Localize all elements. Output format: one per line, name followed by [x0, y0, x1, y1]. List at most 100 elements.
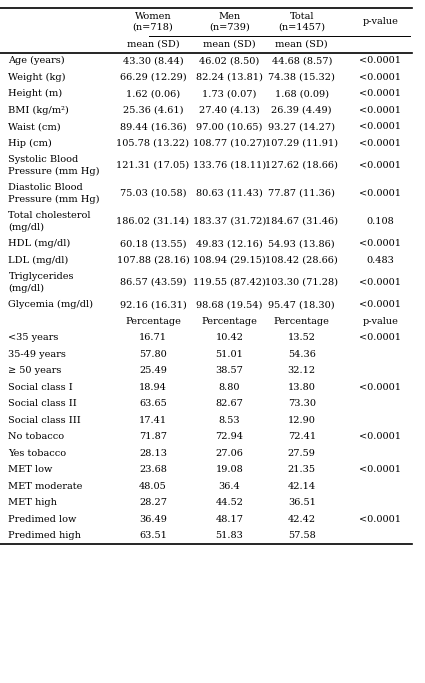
- Text: 43.30 (8.44): 43.30 (8.44): [123, 56, 183, 66]
- Text: 26.39 (4.49): 26.39 (4.49): [272, 106, 332, 115]
- Text: <0.0001: <0.0001: [360, 161, 401, 170]
- Text: 183.37 (31.72): 183.37 (31.72): [193, 217, 266, 226]
- Text: p-value: p-value: [363, 18, 398, 27]
- Text: 93.27 (14.27): 93.27 (14.27): [268, 122, 335, 131]
- Text: 108.42 (28.66): 108.42 (28.66): [265, 255, 338, 265]
- Text: 12.90: 12.90: [288, 416, 316, 425]
- Text: Social class I: Social class I: [8, 382, 73, 392]
- Text: <0.0001: <0.0001: [360, 73, 401, 82]
- Text: Predimed low: Predimed low: [8, 515, 77, 524]
- Text: 13.52: 13.52: [288, 333, 316, 342]
- Text: Social class II: Social class II: [8, 400, 77, 408]
- Text: Diastolic Blood: Diastolic Blood: [8, 183, 83, 192]
- Text: 108.77 (10.27): 108.77 (10.27): [193, 139, 266, 148]
- Text: 127.62 (18.66): 127.62 (18.66): [265, 161, 338, 170]
- Text: <0.0001: <0.0001: [360, 106, 401, 115]
- Text: 1.73 (0.07): 1.73 (0.07): [202, 89, 257, 98]
- Text: No tobacco: No tobacco: [8, 432, 65, 441]
- Text: 36.51: 36.51: [288, 499, 316, 507]
- Text: 28.27: 28.27: [139, 499, 167, 507]
- Text: 51.83: 51.83: [215, 531, 244, 540]
- Text: 57.58: 57.58: [288, 531, 316, 540]
- Text: Waist (cm): Waist (cm): [8, 122, 61, 131]
- Text: Percentage: Percentage: [201, 317, 258, 326]
- Text: 54.36: 54.36: [288, 350, 316, 359]
- Text: 51.01: 51.01: [215, 350, 244, 359]
- Text: <0.0001: <0.0001: [360, 432, 401, 441]
- Text: Percentage: Percentage: [274, 317, 330, 326]
- Text: 46.02 (8.50): 46.02 (8.50): [199, 56, 260, 66]
- Text: 57.80: 57.80: [139, 350, 167, 359]
- Text: 10.42: 10.42: [215, 333, 244, 342]
- Text: 92.16 (16.31): 92.16 (16.31): [119, 301, 187, 309]
- Text: 108.94 (29.15): 108.94 (29.15): [193, 255, 266, 265]
- Text: Pressure (mm Hg): Pressure (mm Hg): [8, 195, 100, 204]
- Text: 21.35: 21.35: [288, 465, 316, 474]
- Text: <0.0001: <0.0001: [360, 465, 401, 474]
- Text: 16.71: 16.71: [139, 333, 167, 342]
- Text: 28.13: 28.13: [139, 449, 167, 458]
- Text: Predimed high: Predimed high: [8, 531, 81, 540]
- Text: Percentage: Percentage: [125, 317, 181, 326]
- Text: Total cholesterol: Total cholesterol: [8, 211, 91, 220]
- Text: 119.55 (87.42): 119.55 (87.42): [193, 278, 266, 287]
- Text: MET high: MET high: [8, 499, 57, 507]
- Text: 49.83 (12.16): 49.83 (12.16): [196, 239, 263, 248]
- Text: 107.88 (28.16): 107.88 (28.16): [116, 255, 190, 265]
- Text: 73.30: 73.30: [288, 400, 316, 408]
- Text: 36.4: 36.4: [218, 482, 241, 491]
- Text: 97.00 (10.65): 97.00 (10.65): [196, 122, 263, 131]
- Text: <0.0001: <0.0001: [360, 56, 401, 66]
- Text: 107.29 (11.91): 107.29 (11.91): [265, 139, 338, 148]
- Text: <0.0001: <0.0001: [360, 333, 401, 342]
- Text: 77.87 (11.36): 77.87 (11.36): [268, 189, 335, 198]
- Text: <0.0001: <0.0001: [360, 515, 401, 524]
- Text: 27.06: 27.06: [215, 449, 244, 458]
- Text: <0.0001: <0.0001: [360, 278, 401, 287]
- Text: Pressure (mm Hg): Pressure (mm Hg): [8, 167, 100, 176]
- Text: 38.57: 38.57: [215, 366, 244, 375]
- Text: 95.47 (18.30): 95.47 (18.30): [269, 301, 335, 309]
- Text: 54.93 (13.86): 54.93 (13.86): [269, 239, 335, 248]
- Text: 66.29 (12.29): 66.29 (12.29): [120, 73, 186, 82]
- Text: 8.53: 8.53: [219, 416, 240, 425]
- Text: BMI (kg/m²): BMI (kg/m²): [8, 106, 69, 115]
- Text: <35 years: <35 years: [8, 333, 59, 342]
- Text: Women
(n=718): Women (n=718): [133, 12, 173, 31]
- Text: 186.02 (31.14): 186.02 (31.14): [116, 217, 190, 226]
- Text: 72.94: 72.94: [215, 432, 244, 441]
- Text: 13.80: 13.80: [288, 382, 316, 392]
- Text: 42.14: 42.14: [288, 482, 316, 491]
- Text: 25.49: 25.49: [139, 366, 167, 375]
- Text: <0.0001: <0.0001: [360, 382, 401, 392]
- Text: Total
(n=1457): Total (n=1457): [278, 12, 325, 31]
- Text: mean (SD): mean (SD): [275, 40, 328, 48]
- Text: Weight (kg): Weight (kg): [8, 72, 66, 82]
- Text: <0.0001: <0.0001: [360, 122, 401, 131]
- Text: Triglycerides: Triglycerides: [8, 272, 74, 281]
- Text: Systolic Blood: Systolic Blood: [8, 155, 79, 164]
- Text: <0.0001: <0.0001: [360, 139, 401, 148]
- Text: p-value: p-value: [363, 317, 398, 326]
- Text: <0.0001: <0.0001: [360, 189, 401, 198]
- Text: 71.87: 71.87: [139, 432, 167, 441]
- Text: 121.31 (17.05): 121.31 (17.05): [116, 161, 190, 170]
- Text: MET moderate: MET moderate: [8, 482, 83, 491]
- Text: 44.52: 44.52: [215, 499, 244, 507]
- Text: mean (SD): mean (SD): [203, 40, 256, 48]
- Text: 35-49 years: 35-49 years: [8, 350, 66, 359]
- Text: 44.68 (8.57): 44.68 (8.57): [272, 56, 332, 66]
- Text: 105.78 (13.22): 105.78 (13.22): [116, 139, 190, 148]
- Text: 82.67: 82.67: [215, 400, 244, 408]
- Text: 8.80: 8.80: [219, 382, 240, 392]
- Text: Social class III: Social class III: [8, 416, 81, 425]
- Text: Men
(n=739): Men (n=739): [209, 12, 250, 31]
- Text: Age (years): Age (years): [8, 56, 65, 66]
- Text: (mg/dl): (mg/dl): [8, 284, 45, 293]
- Text: 184.67 (31.46): 184.67 (31.46): [265, 217, 338, 226]
- Text: 86.57 (43.59): 86.57 (43.59): [120, 278, 186, 287]
- Text: 19.08: 19.08: [215, 465, 244, 474]
- Text: 103.30 (71.28): 103.30 (71.28): [265, 278, 338, 287]
- Text: 36.49: 36.49: [139, 515, 167, 524]
- Text: ≥ 50 years: ≥ 50 years: [8, 366, 62, 375]
